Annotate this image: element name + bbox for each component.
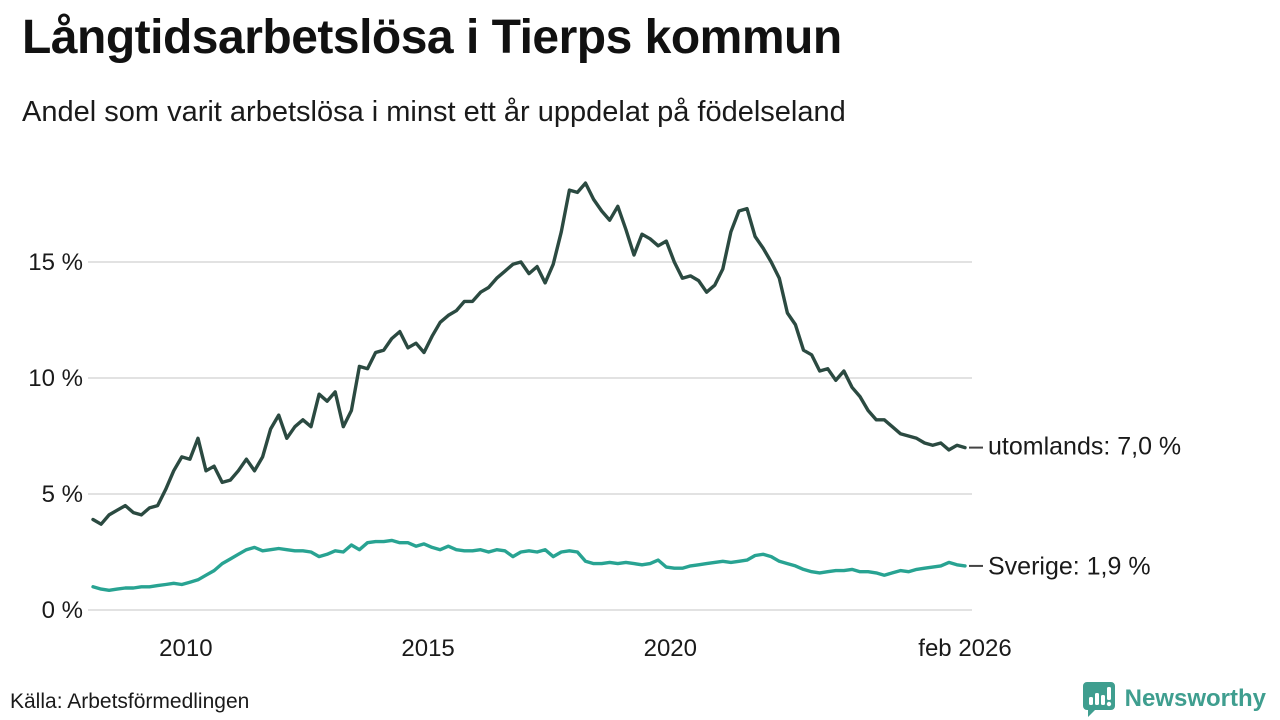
x-tick-label: 2020 <box>644 635 697 662</box>
x-tick-label: 2015 <box>401 635 454 662</box>
x-tick-label: 2010 <box>159 635 212 662</box>
y-tick-label: 10 % <box>28 365 83 392</box>
utomlands-line <box>91 181 967 526</box>
chart-subtitle: Andel som varit arbetslösa i minst ett å… <box>22 96 846 128</box>
newsworthy-logo: Newsworthy <box>1081 680 1266 718</box>
y-tick-label: 15 % <box>28 249 83 276</box>
y-tick-label: 5 % <box>42 481 83 508</box>
source-credit: Källa: Arbetsförmedlingen <box>10 690 250 713</box>
sverige-line <box>91 538 967 592</box>
page-title: Långtidsarbetslösa i Tierps kommun <box>22 11 842 64</box>
y-tick-label: 0 % <box>42 597 83 624</box>
series-label-sverige: Sverige: 1,9 % <box>988 552 1151 581</box>
x-tick-label: feb 2026 <box>918 635 1011 662</box>
newsworthy-bubble-icon <box>1082 682 1115 717</box>
newsworthy-wordmark: Newsworthy <box>1124 685 1266 712</box>
series-label-utomlands: utomlands: 7,0 % <box>988 432 1182 461</box>
